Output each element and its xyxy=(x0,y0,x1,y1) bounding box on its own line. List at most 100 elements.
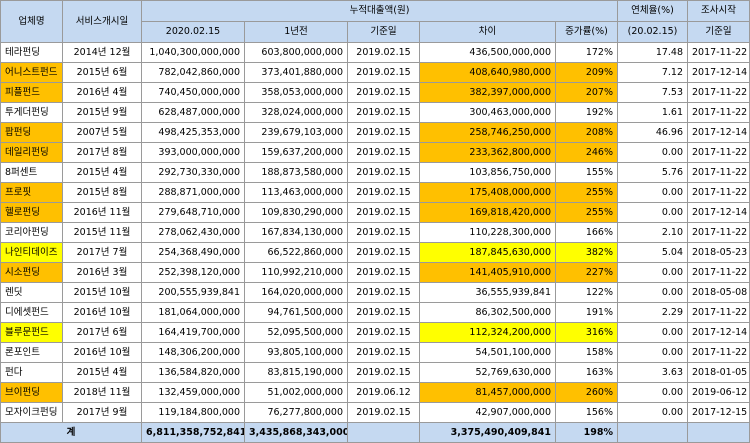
growth-cell: 227% xyxy=(554,262,619,283)
start-cell: 2015년 4월 xyxy=(62,162,142,183)
table-row: 펀다 2015년 4월 136,584,820,000 83,815,190,000 2… xyxy=(0,362,750,383)
diff-cell: 54,501,100,000 xyxy=(419,342,556,363)
amount-1y-cell: 110,992,210,000 xyxy=(244,262,348,283)
start-cell: 2016년 10월 xyxy=(62,302,142,323)
diff-cell: 408,640,980,000 xyxy=(419,62,556,83)
start-cell: 2015년 4월 xyxy=(62,362,142,383)
start-cell: 2018년 11월 xyxy=(62,382,142,403)
start-cell: 2017년 7월 xyxy=(62,242,142,263)
company-cell: 렌딧 xyxy=(0,282,63,303)
company-cell: 블루문펀드 xyxy=(0,322,63,343)
table-row: 론포인트 2016년 10월 148,306,200,000 93,805,100,0… xyxy=(0,342,750,363)
company-header: 업체명 xyxy=(0,0,63,43)
amount-2020-cell: 200,555,939,841 xyxy=(141,282,245,303)
amount-1y-cell: 52,095,500,000 xyxy=(244,322,348,343)
table-row: 어니스트펀드 2015년 6월 782,042,860,000 373,401,880… xyxy=(0,62,750,83)
growth-cell: 382% xyxy=(554,242,619,263)
company-cell: 헬로펀딩 xyxy=(0,202,63,223)
total-1y: 3,435,868,343,000 xyxy=(244,422,348,443)
survey-date-cell: 2017-12-14 xyxy=(687,122,750,143)
overdue-cell: 0.00 xyxy=(617,282,689,303)
base-date-cell: 2019.02.15 xyxy=(347,142,420,163)
col-2020-header: 2020.02.15 xyxy=(141,21,245,43)
base-date-cell: 2019.02.15 xyxy=(347,262,420,283)
amount-2020-cell: 148,306,200,000 xyxy=(141,342,245,363)
amount-2020-cell: 164,419,700,000 xyxy=(141,322,245,343)
table-row: 데일리펀딩 2017년 8월 393,000,000,000 159,637,200,… xyxy=(0,142,750,163)
amount-2020-cell: 393,000,000,000 xyxy=(141,142,245,163)
start-cell: 2016년 4월 xyxy=(62,82,142,103)
diff-cell: 141,405,910,000 xyxy=(419,262,556,283)
overdue-cell: 5.04 xyxy=(617,242,689,263)
growth-cell: 156% xyxy=(554,402,619,423)
diff-cell: 175,408,000,000 xyxy=(419,182,556,203)
table-row: 블루문펀드 2017년 6월 164,419,700,000 52,095,500,0… xyxy=(0,322,750,343)
survey-date-cell: 2017-11-22 xyxy=(687,162,750,183)
growth-cell: 192% xyxy=(554,102,619,123)
amount-2020-cell: 119,184,800,000 xyxy=(141,402,245,423)
table-row: 시소펀딩 2016년 3월 252,398,120,000 110,992,210,0… xyxy=(0,262,750,283)
growth-cell: 191% xyxy=(554,302,619,323)
overdue-cell: 1.61 xyxy=(617,102,689,123)
company-cell: 시소펀딩 xyxy=(0,262,63,283)
diff-cell: 258,746,250,000 xyxy=(419,122,556,143)
survey-header-line2: 기준일 xyxy=(687,21,750,43)
amount-2020-cell: 498,425,353,000 xyxy=(141,122,245,143)
start-cell: 2015년 9월 xyxy=(62,102,142,123)
company-cell: 나인티데이즈 xyxy=(0,242,63,263)
base-date-cell: 2019.02.15 xyxy=(347,182,420,203)
col-base-header: 기준일 xyxy=(347,21,420,43)
growth-cell: 122% xyxy=(554,282,619,303)
amount-1y-cell: 94,761,500,000 xyxy=(244,302,348,323)
survey-date-cell: 2017-11-22 xyxy=(687,82,750,103)
amount-2020-cell: 132,459,000,000 xyxy=(141,382,245,403)
base-date-cell: 2019.02.15 xyxy=(347,62,420,83)
table-row: 나인티데이즈 2017년 7월 254,368,490,000 66,522,860,… xyxy=(0,242,750,263)
header-row-1: 업체명 서비스개시일 누적대출액(원) 연체율(%) 조사시작 xyxy=(0,0,750,43)
total-row: 계 6,811,358,752,841 3,435,868,343,000 3,… xyxy=(0,422,750,443)
base-date-cell: 2019.02.15 xyxy=(347,282,420,303)
company-cell: 론포인트 xyxy=(0,342,63,363)
base-date-cell: 2019.02.15 xyxy=(347,162,420,183)
amount-1y-cell: 83,815,190,000 xyxy=(244,362,348,383)
table-row: 코리아펀딩 2015년 11월 278,062,430,000 167,834,130… xyxy=(0,222,750,243)
base-date-cell: 2019.02.15 xyxy=(347,402,420,423)
col-growth-header: 증가률(%) xyxy=(554,21,619,43)
company-cell: 디에셋펀드 xyxy=(0,302,63,323)
company-cell: 프로핏 xyxy=(0,182,63,203)
company-cell: 펀다 xyxy=(0,362,63,383)
amount-2020-cell: 628,487,000,000 xyxy=(141,102,245,123)
service-start-header: 서비스개시일 xyxy=(62,0,142,43)
diff-cell: 233,362,800,000 xyxy=(419,142,556,163)
amount-1y-cell: 239,679,103,000 xyxy=(244,122,348,143)
overdue-cell: 0.00 xyxy=(617,202,689,223)
diff-cell: 36,555,939,841 xyxy=(419,282,556,303)
company-cell: 피플펀드 xyxy=(0,82,63,103)
base-date-cell: 2019.02.15 xyxy=(347,122,420,143)
survey-date-cell: 2018-05-23 xyxy=(687,242,750,263)
survey-date-cell: 2017-12-14 xyxy=(687,322,750,343)
survey-date-cell: 2017-11-22 xyxy=(687,222,750,243)
growth-cell: 166% xyxy=(554,222,619,243)
survey-date-cell: 2018-01-05 xyxy=(687,362,750,383)
overdue-cell: 2.29 xyxy=(617,302,689,323)
base-date-cell: 2019.02.15 xyxy=(347,342,420,363)
amount-1y-cell: 93,805,100,000 xyxy=(244,342,348,363)
overdue-cell: 46.96 xyxy=(617,122,689,143)
diff-cell: 382,397,000,000 xyxy=(419,82,556,103)
growth-cell: 255% xyxy=(554,182,619,203)
growth-cell: 208% xyxy=(554,122,619,143)
amount-1y-cell: 328,024,000,000 xyxy=(244,102,348,123)
overdue-cell: 0.00 xyxy=(617,262,689,283)
survey-header-line1: 조사시작 xyxy=(687,0,750,22)
amount-1y-cell: 373,401,880,000 xyxy=(244,62,348,83)
growth-cell: 209% xyxy=(554,62,619,83)
overdue-cell: 5.76 xyxy=(617,162,689,183)
amount-2020-cell: 740,450,000,000 xyxy=(141,82,245,103)
table-row: 디에셋펀드 2016년 10월 181,064,000,000 94,761,500,… xyxy=(0,302,750,323)
base-date-cell: 2019.02.15 xyxy=(347,202,420,223)
diff-cell: 42,907,000,000 xyxy=(419,402,556,423)
growth-cell: 260% xyxy=(554,382,619,403)
start-cell: 2014년 12월 xyxy=(62,42,142,63)
growth-cell: 158% xyxy=(554,342,619,363)
